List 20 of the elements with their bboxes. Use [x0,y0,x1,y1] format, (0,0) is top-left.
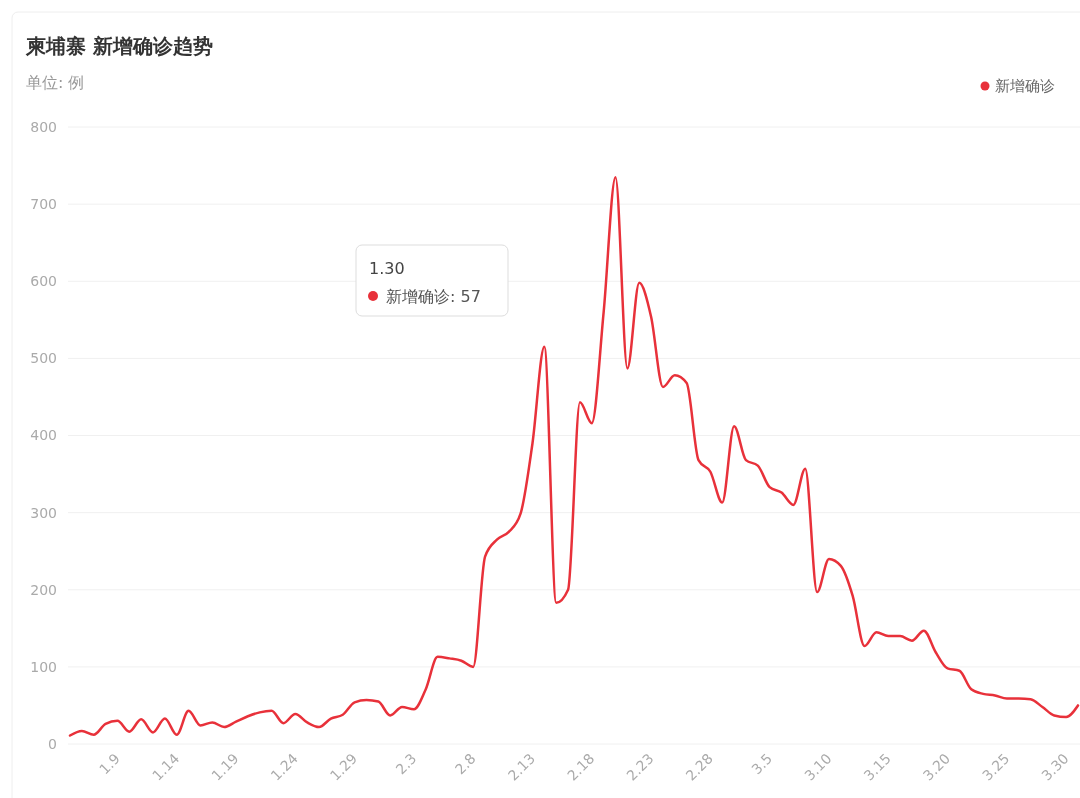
y-tick-label: 600 [30,273,57,290]
y-tick-label: 100 [30,658,57,675]
y-tick-label: 700 [30,196,57,213]
x-tick-label: 2.3 [392,750,420,778]
chart-subtitle: 单位: 例 [26,73,85,92]
line-series [68,175,1080,737]
y-tick-label: 400 [30,427,57,444]
y-tick-label: 0 [48,735,57,752]
x-tick-label: 1.9 [95,750,124,778]
annotation: 新增确诊: 57 [386,287,481,306]
y-tick-label: 800 [30,118,57,135]
y-tick-label: 500 [30,350,57,367]
x-tick-label: 2.8 [451,750,479,778]
legend-label: 新增确诊 [995,77,1055,96]
chart-title: 柬埔寨 新增确诊趋势 [25,34,213,58]
x-tick-label: 3.5 [748,750,776,778]
y-tick-label: 300 [30,504,57,521]
tooltip: 1.30 新增确诊: 57 [355,244,509,317]
y-tick-label: 200 [30,581,57,598]
annotation: 1.30 [369,259,405,278]
